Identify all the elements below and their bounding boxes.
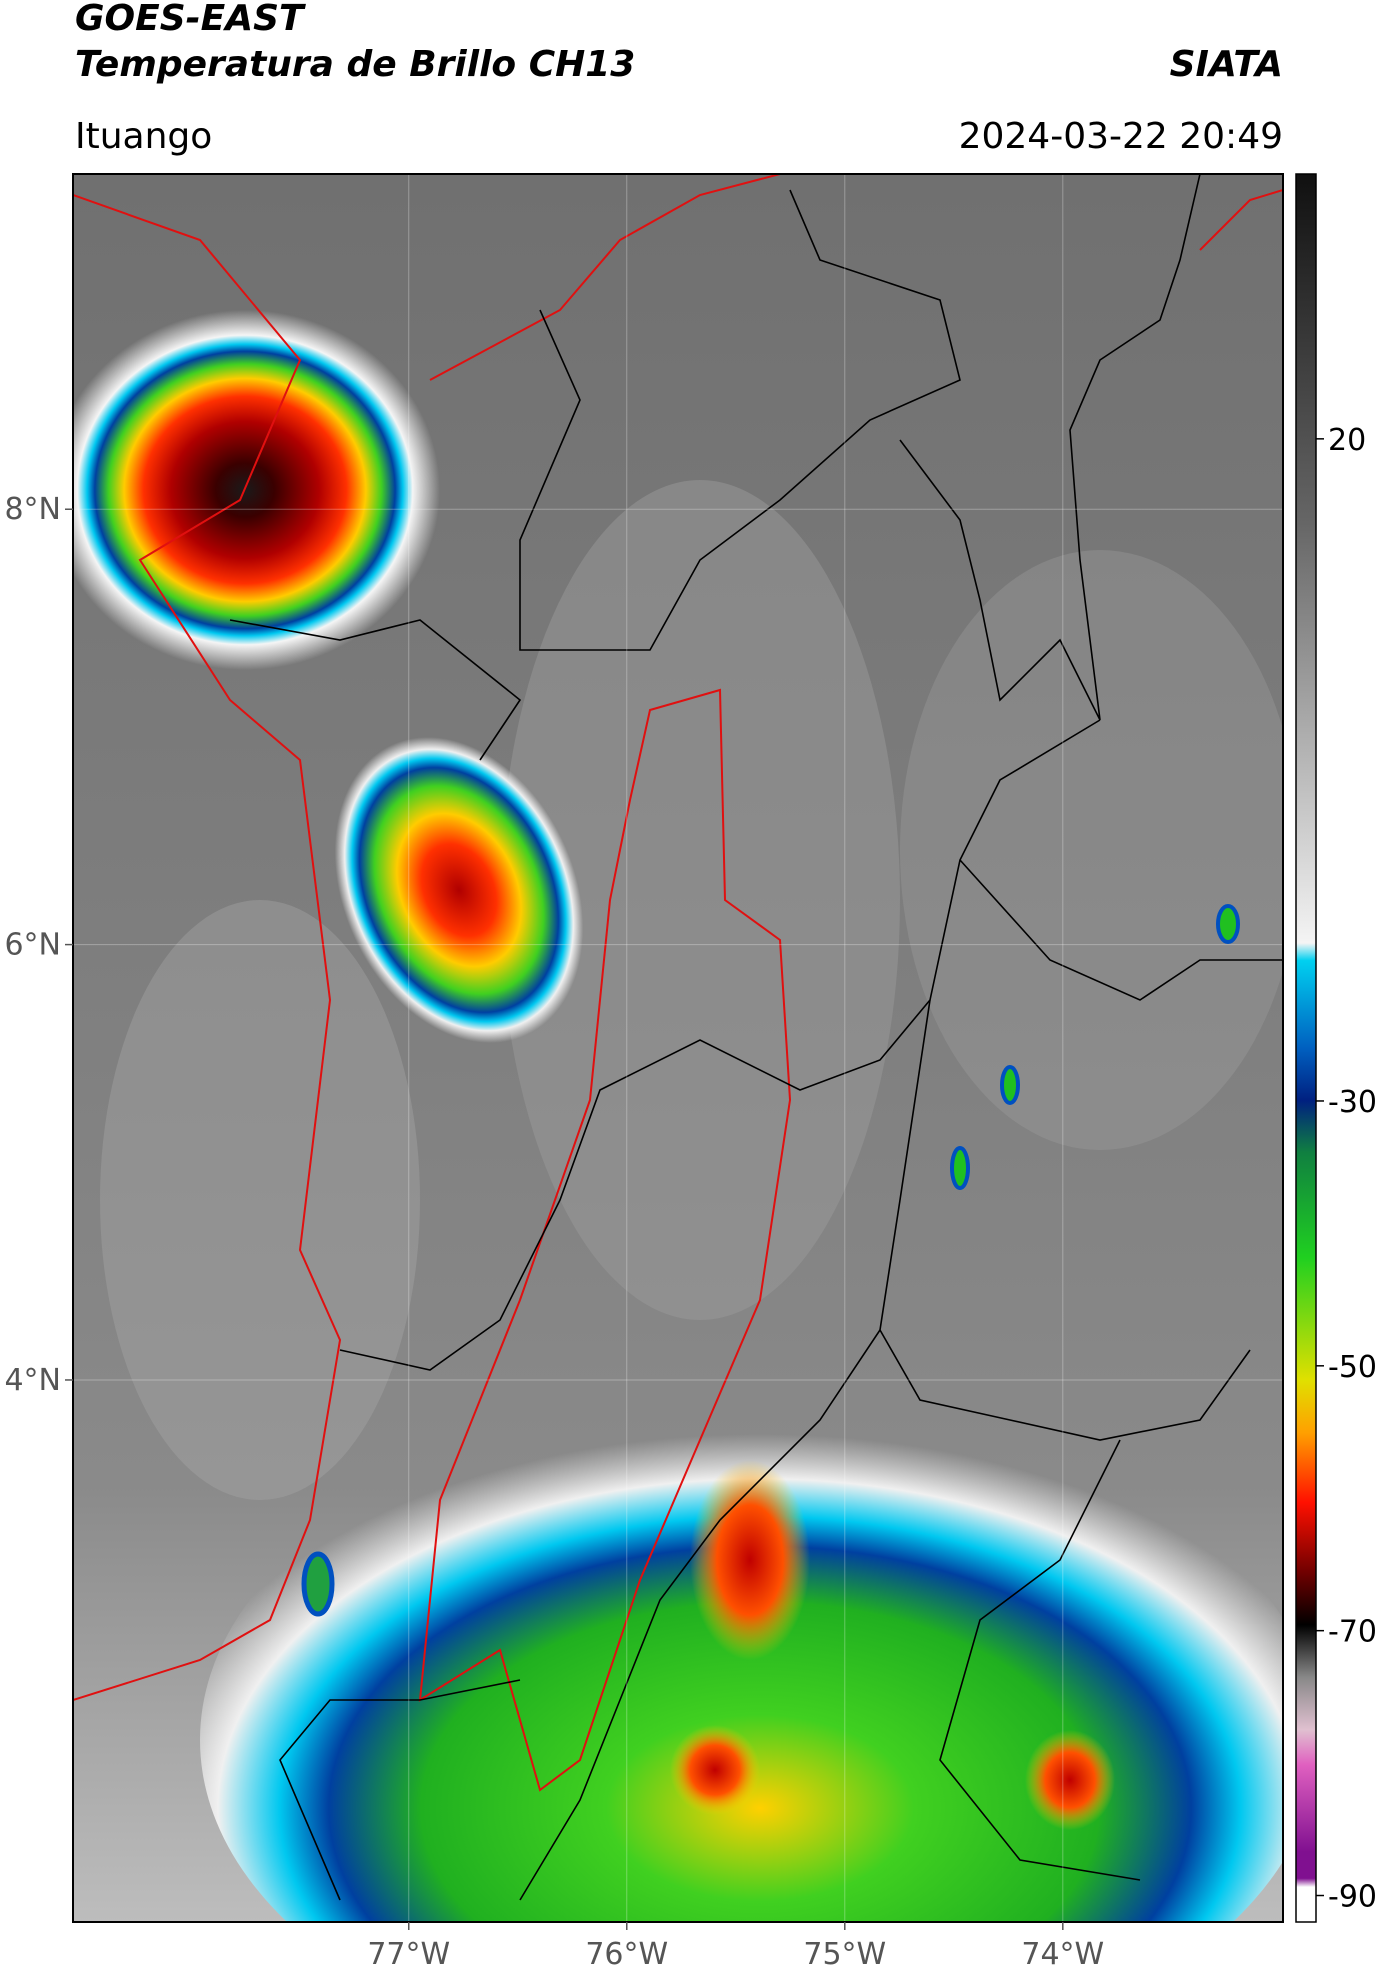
colorbar-tick-label: -30: [1328, 1085, 1377, 1120]
colorbar-tick-label: -50: [1328, 1350, 1377, 1385]
x-tick-label: 76°W: [585, 1937, 668, 1972]
y-tick-label: 6°N: [4, 928, 61, 963]
agency: SIATA: [1170, 44, 1283, 85]
timestamp: 2024-03-22 20:49: [959, 116, 1283, 157]
x-tick-label: 75°W: [803, 1937, 886, 1972]
colorbar-tick-label: -90: [1328, 1880, 1377, 1915]
satellite-title: GOES-EAST: [75, 0, 306, 39]
grid: [73, 174, 1283, 1922]
colorbar-tick-label: -70: [1328, 1615, 1377, 1650]
map-frame: [72, 173, 1284, 1923]
x-tick-label: 74°W: [1021, 1937, 1104, 1972]
tick-layer: 77°W 76°W 75°W 74°W 8°N 6°N 4°N 20 -30 -50 -70 -90: [4, 423, 1377, 1972]
y-tick-label: 8°N: [4, 492, 61, 527]
x-tick-label: 77°W: [367, 1937, 450, 1972]
product-title: Temperatura de Brillo CH13: [75, 44, 635, 85]
location: Ituango: [75, 116, 212, 157]
colorbar: [1295, 173, 1317, 1923]
y-tick-label: 4°N: [4, 1363, 61, 1398]
satellite-imagery: [73, 174, 1283, 1922]
colorbar-tick-label: 20: [1328, 423, 1366, 458]
